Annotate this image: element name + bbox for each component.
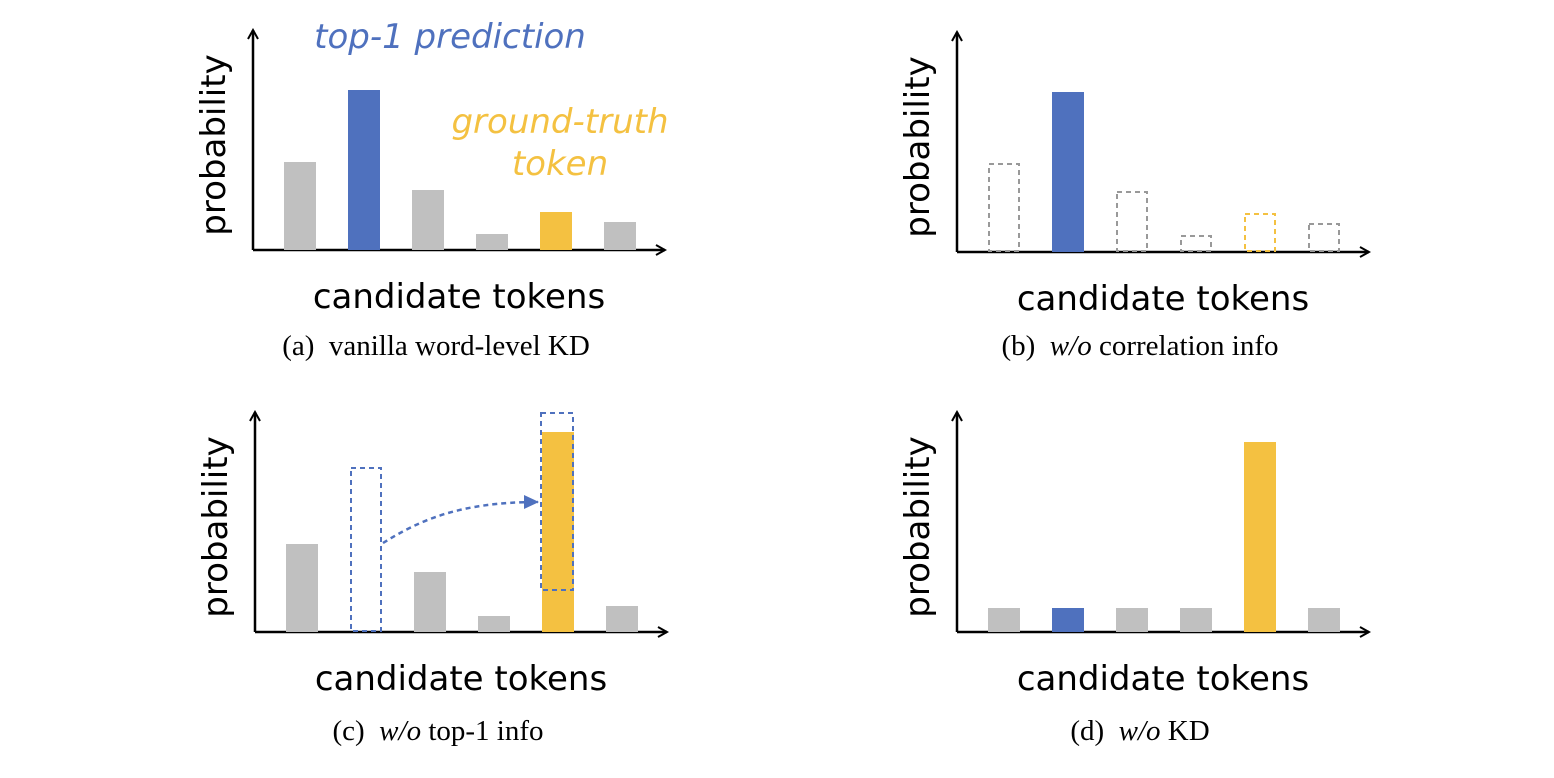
caption-italic: w/o — [379, 715, 421, 747]
bar — [604, 222, 636, 250]
y-axis-label: probability — [898, 436, 938, 617]
bar — [1308, 608, 1340, 632]
bar — [1052, 608, 1084, 632]
caption-text: KD — [1168, 715, 1210, 747]
bar — [476, 234, 508, 250]
caption: (c) w/o top-1 info — [332, 715, 543, 747]
bar — [1052, 92, 1084, 252]
caption-text: vanilla word-level KD — [329, 330, 590, 362]
y-axis-label: probability — [898, 56, 938, 237]
caption-label: (d) — [1070, 715, 1104, 747]
caption-label: (c) — [332, 715, 364, 747]
bar — [1116, 191, 1148, 252]
bar — [284, 162, 316, 250]
bar — [414, 572, 446, 632]
bar — [606, 606, 638, 632]
caption-text: correlation info — [1099, 330, 1279, 362]
annotation: top-1 prediction — [314, 17, 586, 57]
panel: probability candidate tokens (b) w/o corre… — [898, 32, 1369, 362]
moved-top1-outline — [540, 412, 574, 591]
caption: (a) vanilla word-level KD — [282, 330, 590, 362]
bar — [478, 616, 510, 632]
bar — [350, 467, 382, 632]
y-axis-label: probability — [194, 54, 234, 235]
transfer-decoration — [382, 412, 574, 591]
caption-label: (a) — [282, 330, 314, 362]
bar — [1244, 213, 1276, 252]
bar — [1180, 235, 1212, 252]
bar — [1180, 608, 1212, 632]
bar — [988, 163, 1020, 252]
panel: probability candidate tokens (d) w/o KD — [898, 412, 1369, 747]
x-axis-label: candidate tokens — [313, 277, 605, 317]
bar — [988, 608, 1020, 632]
caption: (b) w/o correlation info — [1001, 330, 1278, 362]
bar — [540, 212, 572, 250]
panel: probability candidate tokens (c) w/o top-1… — [196, 412, 667, 747]
bar — [1244, 442, 1276, 632]
bar — [286, 544, 318, 632]
y-axis-label: probability — [196, 436, 236, 617]
caption-label: (b) — [1001, 330, 1035, 362]
bar — [412, 190, 444, 250]
bar — [542, 432, 574, 632]
annotation: ground-truth — [451, 102, 668, 142]
caption-text: top-1 info — [428, 715, 543, 747]
bar — [1308, 223, 1340, 252]
caption: (d) w/o KD — [1070, 715, 1209, 747]
x-axis-label: candidate tokens — [1017, 659, 1309, 699]
annotation: token — [512, 144, 608, 184]
x-axis-label: candidate tokens — [315, 659, 607, 699]
transfer-arrow — [382, 495, 539, 545]
panel: probability candidate tokens (a) vanilla w… — [194, 17, 669, 362]
bar — [1116, 608, 1148, 632]
bar — [348, 90, 380, 250]
caption-italic: w/o — [1050, 330, 1092, 362]
x-axis-label: candidate tokens — [1017, 279, 1309, 319]
caption-italic: w/o — [1119, 715, 1161, 747]
